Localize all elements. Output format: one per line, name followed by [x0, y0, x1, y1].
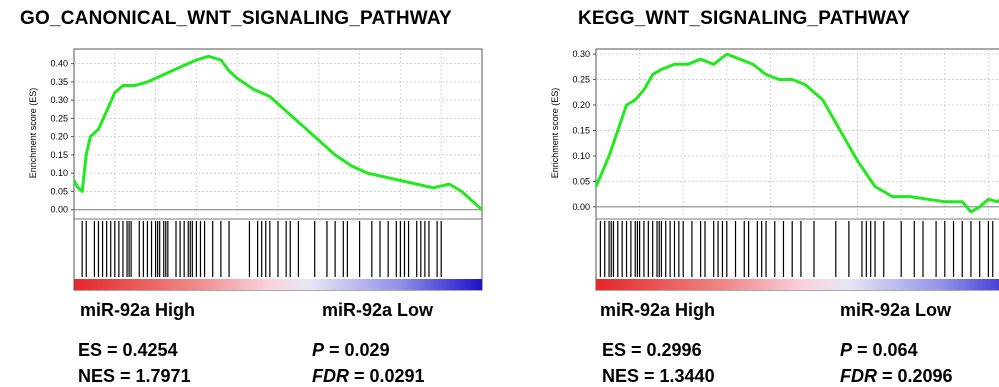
enrichment-plot: 0.00 0.05 0.10 0.15 0.20 0.25 0.30 Enrichment s…	[550, 48, 999, 291]
y-tick-label: 0.00	[572, 202, 590, 212]
fdr-number: = 0.2096	[877, 366, 953, 386]
enrichment-curve	[594, 52, 999, 214]
y-tick-label: 0.30	[50, 95, 68, 105]
p-value: P = 0.029	[312, 340, 390, 361]
y-tick-label: 0.35	[50, 77, 68, 87]
p-number: = 0.029	[324, 340, 390, 360]
rank-color-bar	[74, 279, 482, 290]
fdr-value: FDR = 0.0291	[312, 366, 425, 387]
phenotype-low-label: miR-92a Low	[322, 300, 434, 320]
panel-title: KEGG_WNT_SIGNALING_PATHWAY	[578, 8, 911, 29]
p-number: = 0.064	[852, 340, 918, 360]
panel-title: GO_CANONICAL_WNT_SIGNALING_PATHWAY	[20, 8, 452, 29]
p-label: P	[312, 340, 325, 360]
es-value: ES = 0.4254	[78, 340, 178, 360]
y-tick-label: 0.05	[572, 176, 590, 186]
nes-value: NES = 1.3440	[602, 366, 715, 386]
y-tick-label: 0.20	[572, 100, 590, 110]
es-value: ES = 0.2996	[602, 340, 702, 360]
fdr-label: FDR	[312, 366, 349, 386]
y-axis-label: Enrichment score (ES)	[550, 88, 560, 179]
nes-value: NES = 1.7971	[78, 366, 191, 386]
enrichment-plot: 0.00 0.05 0.10 0.15 0.20 0.25 0.30 0.35 0.40 Enri…	[28, 48, 484, 291]
gsea-panel-kegg: KEGG_WNT_SIGNALING_PATHWAY 0.00 0.05 0.10 0…	[500, 0, 999, 387]
fdr-label: FDR	[840, 366, 877, 386]
y-tick-label: 0.05	[50, 186, 68, 196]
y-tick-label: 0.25	[50, 113, 68, 123]
phenotype-high-label: miR-92a High	[80, 300, 196, 320]
y-tick-label: 0.30	[572, 49, 590, 59]
y-axis-label: Enrichment score (ES)	[28, 88, 38, 179]
enrichment-curve	[72, 54, 484, 211]
p-label: P	[840, 340, 853, 360]
y-tick-label: 0.10	[572, 151, 590, 161]
fdr-value: FDR = 0.2096	[840, 366, 953, 387]
y-tick-label: 0.25	[572, 75, 590, 85]
y-tick-label: 0.40	[50, 59, 68, 69]
y-tick-label: 0.20	[50, 132, 68, 142]
phenotype-high-label: miR-92a High	[600, 300, 716, 320]
rank-color-bar	[596, 279, 999, 290]
y-tick-label: 0.00	[50, 205, 68, 215]
y-tick-label: 0.10	[50, 168, 68, 178]
y-tick-label: 0.15	[50, 150, 68, 160]
p-value: P = 0.064	[840, 340, 918, 361]
y-tick-label: 0.15	[572, 125, 590, 135]
phenotype-low-label: miR-92a Low	[840, 300, 952, 320]
fdr-number: = 0.0291	[349, 366, 425, 386]
gsea-panel-go: GO_CANONICAL_WNT_SIGNALING_PATHWAY 0.00 0…	[0, 0, 499, 387]
